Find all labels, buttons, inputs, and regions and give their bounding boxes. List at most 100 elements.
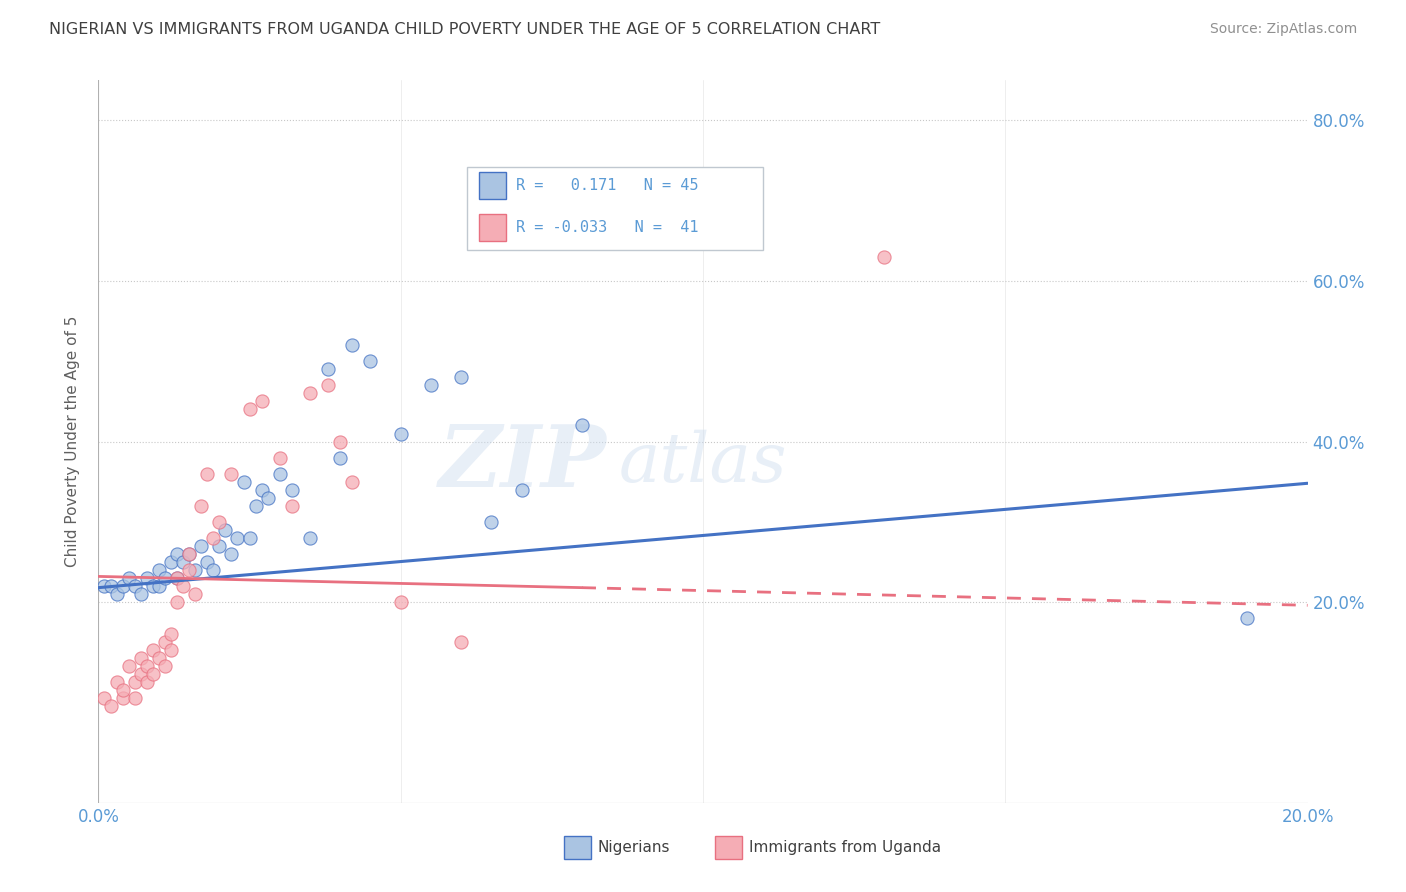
Bar [479,214,506,242]
Point [250,483,273,497]
Point [166,571,188,585]
Point [389,595,412,609]
Point [281,483,304,497]
Point [118,571,141,585]
Y-axis label: Child Poverty Under the Age of 5: Child Poverty Under the Age of 5 [65,316,80,567]
Point [239,402,262,417]
Point [195,467,218,481]
Point [661,194,683,208]
Point [129,651,152,665]
Point [316,362,339,376]
Point [153,571,176,585]
Point [281,499,304,513]
Point [420,378,443,392]
Text: ZIP: ZIP [439,421,606,505]
Point [148,651,170,665]
Point [148,563,170,577]
Point [571,418,593,433]
Point [160,555,183,569]
Text: NIGERIAN VS IMMIGRANTS FROM UGANDA CHILD POVERTY UNDER THE AGE OF 5 CORRELATION : NIGERIAN VS IMMIGRANTS FROM UGANDA CHILD… [49,22,880,37]
Point [105,675,128,690]
Point [208,539,231,553]
Point [142,579,165,593]
Point [342,338,364,352]
Point [208,515,231,529]
Point [214,523,236,537]
Text: Immigrants from Uganda: Immigrants from Uganda [749,840,941,855]
Point [129,587,152,601]
Point [129,667,152,681]
Point [100,579,122,593]
Point [135,675,157,690]
Point [135,571,157,585]
Point [299,386,322,401]
Point [239,531,262,545]
Point [190,539,212,553]
Point [450,635,472,649]
Point [172,579,194,593]
Point [221,467,243,481]
Point [135,659,157,673]
Point [172,555,194,569]
Text: Source: ZipAtlas.com: Source: ZipAtlas.com [1209,22,1357,37]
Point [153,659,176,673]
Point [142,667,165,681]
Point [316,378,339,392]
Point [179,547,201,561]
Point [148,579,170,593]
Text: Nigerians: Nigerians [598,840,671,855]
Point [269,467,291,481]
Point [160,643,183,657]
Point [299,531,322,545]
Point [184,587,207,601]
Point [93,691,115,706]
Point [481,515,503,529]
Point [389,426,412,441]
FancyBboxPatch shape [467,167,763,250]
Point [124,675,146,690]
Point [190,499,212,513]
Point [342,475,364,489]
Point [111,683,134,698]
Point [160,627,183,641]
Point [124,691,146,706]
Point [873,250,896,264]
Point [1236,611,1258,625]
Point [269,450,291,465]
Point [179,563,201,577]
Point [202,563,225,577]
Point [105,587,128,601]
Point [256,491,278,505]
Point [232,475,254,489]
Point [226,531,249,545]
Point [221,547,243,561]
Point [111,691,134,706]
Point [142,643,165,657]
Point [510,483,533,497]
Bar [716,836,742,859]
Bar [479,172,506,200]
Point [153,635,176,649]
Bar [564,836,591,859]
Text: atlas: atlas [619,430,787,497]
Point [360,354,382,368]
Point [166,595,188,609]
Point [179,547,201,561]
Point [245,499,267,513]
Point [329,450,352,465]
Point [100,699,122,714]
Text: R = -0.033   N =  41: R = -0.033 N = 41 [516,220,699,235]
Point [111,579,134,593]
Text: R =   0.171   N = 45: R = 0.171 N = 45 [516,178,699,194]
Point [195,555,218,569]
Point [450,370,472,384]
Point [202,531,225,545]
Point [250,394,273,409]
Point [124,579,146,593]
Point [118,659,141,673]
Point [329,434,352,449]
Point [166,571,188,585]
Point [184,563,207,577]
Point [93,579,115,593]
Point [166,547,188,561]
